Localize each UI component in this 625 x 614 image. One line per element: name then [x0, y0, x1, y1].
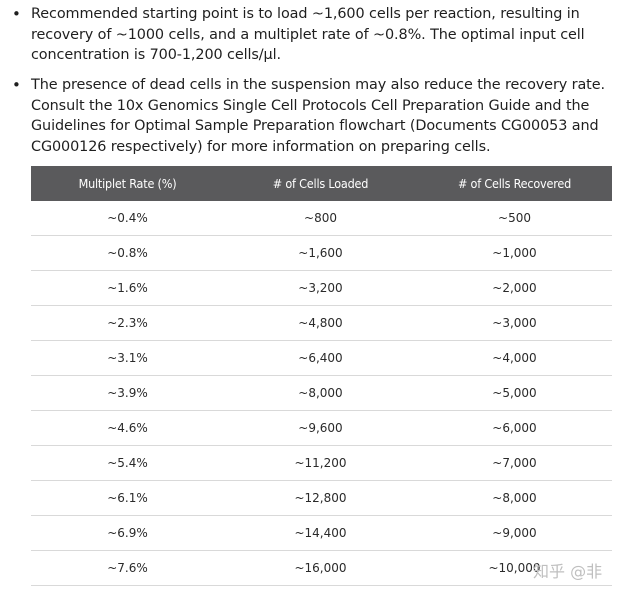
cell-multiplet-rate: ~6.9% — [31, 515, 224, 551]
cell-cells-loaded: ~800 — [224, 201, 417, 236]
cell-cells-recovered: ~4,000 — [417, 340, 612, 376]
cell-multiplet-rate: ~7.6% — [31, 550, 224, 586]
table-row: ~0.8% ~1,600 ~1,000 — [31, 235, 612, 271]
bullet-text: The presence of dead cells in the suspen… — [31, 77, 605, 155]
cell-multiplet-rate: ~3.1% — [31, 340, 224, 376]
header-cells-loaded: # of Cells Loaded — [224, 166, 417, 201]
cell-cells-loaded: ~6,400 — [224, 340, 417, 376]
bullet-glyph: • — [12, 76, 21, 94]
cell-cells-recovered: ~9,000 — [417, 515, 612, 551]
cell-multiplet-rate: ~4.6% — [31, 410, 224, 446]
table-header-row: Multiplet Rate (%) # of Cells Loaded # o… — [31, 166, 612, 201]
cell-multiplet-rate: ~2.3% — [31, 305, 224, 341]
table-row: ~3.1% ~6,400 ~4,000 — [31, 340, 612, 376]
cell-cells-recovered: ~2,000 — [417, 270, 612, 306]
header-multiplet-rate: Multiplet Rate (%) — [31, 166, 224, 201]
cell-cells-recovered: ~5,000 — [417, 375, 612, 411]
cell-cells-recovered: ~10,000 — [417, 550, 612, 586]
bullet-glyph: • — [12, 5, 21, 23]
cell-cells-loaded: ~4,800 — [224, 305, 417, 341]
table-row: ~5.4% ~11,200 ~7,000 — [31, 445, 612, 481]
table-row: ~4.6% ~9,600 ~6,000 — [31, 410, 612, 446]
table-row: ~3.9% ~8,000 ~5,000 — [31, 375, 612, 411]
cell-cells-loaded: ~8,000 — [224, 375, 417, 411]
cell-cells-recovered: ~1,000 — [417, 235, 612, 271]
cell-cells-loaded: ~16,000 — [224, 550, 417, 586]
cell-cells-recovered: ~6,000 — [417, 410, 612, 446]
cell-cells-recovered: ~500 — [417, 201, 612, 236]
cell-multiplet-rate: ~3.9% — [31, 375, 224, 411]
cell-multiplet-rate: ~0.4% — [31, 201, 224, 236]
table-row: ~1.6% ~3,200 ~2,000 — [31, 270, 612, 306]
cell-cells-recovered: ~7,000 — [417, 445, 612, 481]
bullet-text: Recommended starting point is to load ~1… — [31, 6, 585, 63]
watermark-text: 知乎 @非 — [533, 562, 603, 581]
cell-multiplet-rate: ~5.4% — [31, 445, 224, 481]
cell-cells-loaded: ~12,800 — [224, 480, 417, 516]
table-row: ~6.9% ~14,400 ~9,000 — [31, 515, 612, 551]
cell-cells-loaded: ~1,600 — [224, 235, 417, 271]
cell-cells-recovered: ~8,000 — [417, 480, 612, 516]
cell-cells-loaded: ~9,600 — [224, 410, 417, 446]
cell-multiplet-rate: ~6.1% — [31, 480, 224, 516]
cell-cells-loaded: ~14,400 — [224, 515, 417, 551]
cell-multiplet-rate: ~1.6% — [31, 270, 224, 306]
cell-multiplet-rate: ~0.8% — [31, 235, 224, 271]
table-row: ~7.6% ~16,000 ~10,000 — [31, 550, 612, 586]
table-row: ~2.3% ~4,800 ~3,000 — [31, 305, 612, 341]
header-cells-recovered: # of Cells Recovered — [417, 166, 612, 201]
cell-cells-loaded: ~11,200 — [224, 445, 417, 481]
cell-cells-recovered: ~3,000 — [417, 305, 612, 341]
table-row: ~0.4% ~800 ~500 — [31, 201, 612, 236]
table-row: ~6.1% ~12,800 ~8,000 — [31, 480, 612, 516]
multiplet-rate-table: Multiplet Rate (%) # of Cells Loaded # o… — [31, 166, 612, 586]
cell-cells-loaded: ~3,200 — [224, 270, 417, 306]
